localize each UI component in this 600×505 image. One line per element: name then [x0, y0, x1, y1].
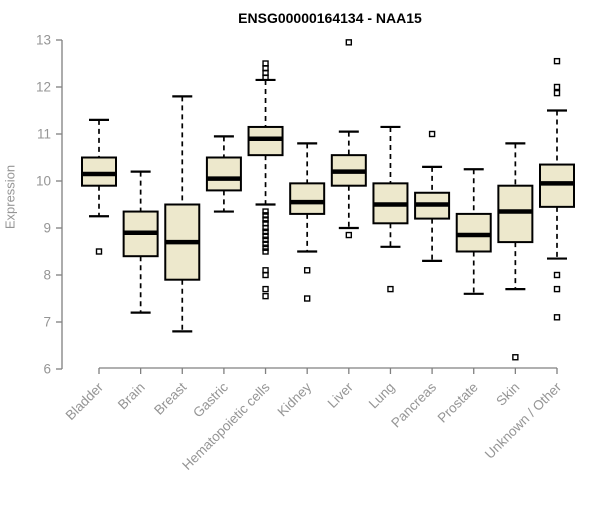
- y-tick-label: 13: [36, 33, 51, 48]
- outlier-point: [262, 232, 269, 240]
- iqr-box: [289, 182, 326, 215]
- outlier-point: [262, 292, 269, 300]
- outlier-point: [345, 39, 353, 46]
- outlier-point: [262, 236, 269, 243]
- outlier-point: [262, 271, 269, 279]
- outlier-point: [387, 285, 394, 293]
- x-tick-label-pancreas: Pancreas: [388, 379, 439, 430]
- iqr-box: [205, 156, 242, 192]
- outlier-point: [262, 240, 269, 248]
- outlier-point: [262, 244, 269, 251]
- outlier-point: [95, 248, 103, 255]
- outlier-point: [553, 271, 561, 279]
- box-skin: [497, 142, 534, 361]
- box-liver: [330, 39, 367, 239]
- chart-title: ENSG00000164134 - NAA15: [238, 10, 422, 26]
- box-pancreas: [414, 130, 451, 262]
- outlier-point: [262, 248, 269, 255]
- x-tick-label-kidney: Kidney: [275, 379, 315, 419]
- box-gastric: [205, 135, 242, 213]
- box-prostate: [455, 168, 492, 295]
- outlier-point: [262, 224, 269, 232]
- outlier-point: [512, 354, 519, 361]
- x-tick-label-unknown-other: Unknown / Other: [482, 379, 565, 462]
- box-lung: [372, 125, 409, 293]
- iqr-box: [247, 125, 284, 157]
- box-breast: [164, 95, 201, 333]
- outlier-point: [262, 74, 269, 81]
- box-hematopoietic-cells: [247, 60, 284, 300]
- x-tick-label-liver: Liver: [325, 379, 357, 411]
- iqr-box: [455, 212, 492, 253]
- box-brain: [122, 170, 159, 314]
- outlier-point: [303, 295, 311, 302]
- outlier-point: [553, 285, 561, 293]
- outlier-point: [262, 216, 269, 223]
- outlier-point: [262, 285, 269, 293]
- x-tick-label-bladder: Bladder: [63, 379, 107, 423]
- y-axis-title: Expression: [2, 164, 18, 230]
- y-tick-label: 8: [43, 268, 51, 283]
- outlier-point: [303, 267, 311, 274]
- y-tick-label: 6: [43, 362, 51, 377]
- box-kidney: [289, 142, 326, 302]
- iqr-box: [497, 184, 534, 244]
- x-tick-label-skin: Skin: [493, 380, 522, 409]
- y-tick-label: 12: [36, 80, 51, 95]
- box-bladder: [81, 118, 117, 255]
- outlier-point: [428, 130, 436, 138]
- iqr-box: [539, 163, 575, 208]
- iqr-box: [81, 156, 117, 187]
- x-tick-label-prostate: Prostate: [435, 380, 481, 426]
- outlier-point: [345, 231, 353, 239]
- outlier-point: [553, 57, 561, 65]
- x-tick-label-breast: Breast: [151, 379, 189, 417]
- outlier-point: [262, 208, 269, 215]
- outlier-point: [553, 83, 561, 91]
- y-tick-label: 10: [36, 174, 51, 189]
- x-tick-label-gastric: Gastric: [190, 379, 231, 420]
- outlier-point: [262, 212, 269, 219]
- outlier-point: [553, 89, 561, 97]
- box-unknown-other: [539, 57, 575, 321]
- x-tick-label-brain: Brain: [115, 380, 148, 413]
- y-tick-label: 7: [43, 315, 51, 330]
- y-tick-label: 9: [43, 221, 51, 236]
- y-tick-label: 11: [37, 127, 51, 142]
- outlier-point: [262, 228, 269, 235]
- outlier-point: [553, 314, 561, 321]
- x-tick-label-lung: Lung: [366, 380, 398, 412]
